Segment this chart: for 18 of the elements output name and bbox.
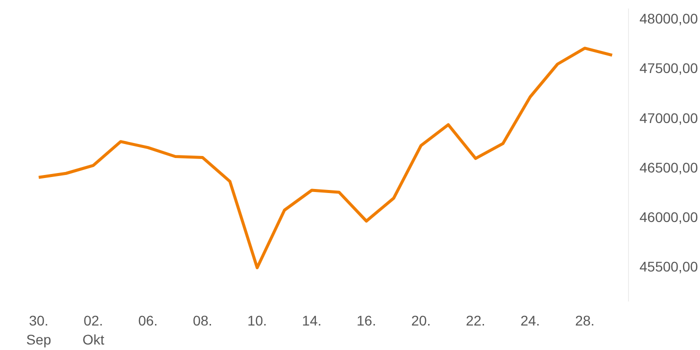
- y-tick-label: 46000,00: [640, 209, 698, 226]
- x-tick-label: 24.: [520, 312, 540, 328]
- y-tick-label: 46500,00: [640, 159, 698, 176]
- x-tick-label: 14.: [302, 312, 322, 328]
- y-tick-label: 48000,00: [640, 10, 698, 26]
- x-tick-label: 22.: [466, 312, 486, 328]
- x-tick-label: 20.: [411, 312, 431, 328]
- y-tick-label: 47000,00: [640, 110, 698, 126]
- x-tick-label: 10.: [247, 312, 267, 328]
- x-tick-label: 08.: [192, 312, 212, 328]
- x-tick-label: 06.: [138, 312, 158, 328]
- y-tick-label: 47500,00: [640, 60, 698, 76]
- x-tick-label: 16.: [356, 312, 376, 328]
- x-tick-label: 02. Okt: [82, 312, 104, 348]
- x-tick-label: 30. Sep: [26, 312, 52, 348]
- y-tick-label: 45500,00: [640, 258, 698, 275]
- line-series: [37, 46, 614, 270]
- x-tick-label: 28.: [575, 312, 595, 328]
